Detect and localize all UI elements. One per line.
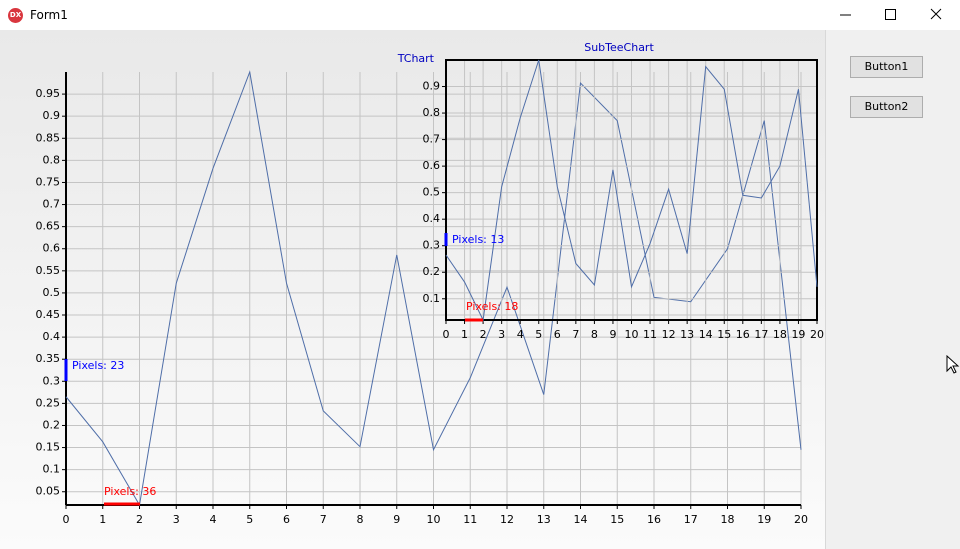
y-tick-label: 0.6	[423, 159, 441, 172]
y-tick-label: 0.4	[423, 212, 441, 225]
series-line	[445, 59, 818, 322]
x-tick-label: 15	[717, 328, 731, 341]
x-tick-label: 17	[684, 513, 698, 526]
annotation: Pixels: 18	[466, 300, 518, 313]
y-tick-label: 0.75	[36, 175, 61, 188]
x-tick-label: 13	[680, 328, 694, 341]
y-tick-label: 0.45	[36, 308, 61, 321]
y-tick-label: 0.3	[43, 374, 61, 387]
x-tick-label: 16	[647, 513, 661, 526]
x-tick-label: 10	[427, 513, 441, 526]
x-tick-label: 11	[643, 328, 657, 341]
x-tick-label: 16	[736, 328, 750, 341]
x-tick-label: 4	[210, 513, 217, 526]
mouse-cursor	[946, 355, 960, 374]
x-tick-label: 18	[773, 328, 787, 341]
x-tick-label: 1	[99, 513, 106, 526]
y-tick-label: 0.35	[36, 352, 61, 365]
x-tick-label: 17	[754, 328, 768, 341]
chart-title: SubTeeChart	[584, 41, 654, 54]
x-tick-label: 15	[610, 513, 624, 526]
y-tick-label: 0.8	[43, 153, 61, 166]
annotation: Pixels: 13	[452, 233, 504, 246]
x-tick-label: 7	[572, 328, 579, 341]
annotation: Pixels: 23	[72, 359, 124, 372]
x-tick-label: 2	[480, 328, 487, 341]
y-tick-label: 0.8	[423, 106, 441, 119]
x-tick-label: 0	[63, 513, 70, 526]
x-tick-label: 14	[699, 328, 713, 341]
x-tick-label: 1	[461, 328, 468, 341]
x-tick-label: 9	[609, 328, 616, 341]
y-tick-label: 0.1	[43, 463, 61, 476]
y-tick-label: 0.95	[36, 87, 61, 100]
x-tick-label: 20	[794, 513, 808, 526]
chart-title: TChart	[397, 52, 435, 65]
x-tick-label: 20	[810, 328, 824, 341]
maximize-button[interactable]	[885, 9, 896, 20]
y-tick-label: 0.85	[36, 131, 61, 144]
window-title: Form1	[30, 8, 68, 22]
y-tick-label: 0.55	[36, 264, 61, 277]
y-tick-label: 0.3	[423, 239, 441, 252]
x-tick-label: 6	[554, 328, 561, 341]
x-tick-label: 10	[625, 328, 639, 341]
x-tick-label: 0	[443, 328, 450, 341]
x-tick-label: 9	[393, 513, 400, 526]
x-tick-label: 12	[662, 328, 676, 341]
x-tick-label: 5	[246, 513, 253, 526]
y-tick-label: 0.2	[43, 418, 61, 431]
y-tick-label: 0.15	[36, 441, 61, 454]
x-tick-label: 8	[591, 328, 598, 341]
window-controls	[840, 8, 942, 20]
side-panel: Button1 Button2	[825, 30, 960, 549]
app-icon: DX	[8, 8, 23, 23]
x-tick-label: 8	[357, 513, 364, 526]
close-button[interactable]	[930, 8, 942, 20]
x-tick-label: 14	[574, 513, 588, 526]
button[interactable]: Button2	[850, 96, 923, 118]
y-tick-label: 0.9	[423, 80, 441, 93]
y-tick-label: 0.2	[423, 265, 441, 278]
x-tick-label: 3	[173, 513, 180, 526]
x-tick-label: 2	[136, 513, 143, 526]
x-tick-label: 3	[498, 328, 505, 341]
x-tick-label: 13	[537, 513, 551, 526]
y-tick-label: 0.05	[36, 485, 61, 498]
y-tick-label: 0.25	[36, 396, 61, 409]
y-tick-label: 0.7	[43, 198, 61, 211]
x-tick-label: 11	[463, 513, 477, 526]
y-tick-label: 0.65	[36, 220, 61, 233]
x-tick-label: 4	[517, 328, 524, 341]
y-tick-label: 0.7	[423, 133, 441, 146]
x-tick-label: 19	[791, 328, 805, 341]
chart-panel: 0.050.10.150.20.250.30.350.40.450.50.550…	[0, 30, 825, 549]
annotation: Pixels: 36	[104, 485, 156, 498]
x-tick-label: 7	[320, 513, 327, 526]
title-bar: DX Form1	[0, 0, 960, 30]
y-tick-label: 0.1	[423, 292, 441, 305]
x-tick-label: 12	[500, 513, 514, 526]
button[interactable]: Button1	[850, 56, 923, 78]
y-tick-label: 0.6	[43, 242, 61, 255]
x-tick-label: 6	[283, 513, 290, 526]
x-tick-label: 18	[721, 513, 735, 526]
y-tick-label: 0.5	[43, 286, 61, 299]
series-line	[65, 70, 802, 507]
x-tick-label: 19	[757, 513, 771, 526]
y-tick-label: 0.5	[423, 186, 441, 199]
y-tick-label: 0.4	[43, 330, 61, 343]
y-tick-label: 0.9	[43, 109, 61, 122]
x-tick-label: 5	[535, 328, 542, 341]
